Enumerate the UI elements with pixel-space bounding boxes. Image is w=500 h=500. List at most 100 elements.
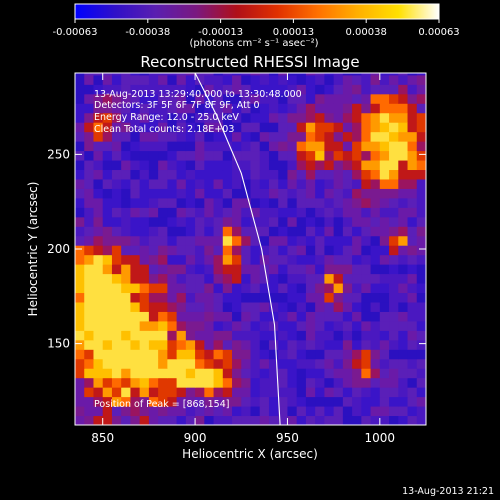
heatmap-cell (259, 226, 270, 237)
heatmap-cell (241, 160, 251, 171)
heatmap-cell (361, 169, 372, 180)
heatmap-cell (361, 197, 372, 208)
heatmap-cell (287, 387, 298, 398)
heatmap-cell (361, 311, 372, 322)
heatmap-cell (93, 226, 104, 237)
heatmap-cell (148, 283, 159, 294)
heatmap-cell (389, 406, 399, 417)
heatmap-cell (139, 349, 150, 360)
heatmap-cell (185, 103, 196, 114)
heatmap-cell (176, 387, 187, 398)
heatmap-cell (278, 283, 288, 294)
heatmap-cell (213, 73, 224, 76)
heatmap-cell (398, 292, 409, 303)
heatmap-cell (139, 197, 150, 208)
heatmap-cell (305, 396, 316, 407)
heatmap-cell (259, 235, 270, 246)
heatmap-cell (111, 93, 122, 104)
heatmap-cell (148, 235, 159, 246)
heatmap-cell (102, 387, 113, 398)
heatmap-cell (342, 150, 353, 161)
heatmap-cell (185, 160, 196, 171)
heatmap-cell (232, 93, 242, 104)
heatmap-cell (111, 283, 122, 294)
heatmap-cell (398, 311, 409, 322)
heatmap-cell (111, 150, 122, 161)
heatmap-cell (167, 301, 178, 312)
heatmap-cell (93, 178, 104, 189)
heatmap-cell (315, 358, 325, 369)
heatmap-cell (287, 216, 298, 227)
heatmap-cell (333, 122, 344, 133)
heatmap-cell (241, 131, 251, 142)
heatmap-cell (139, 292, 150, 303)
heatmap-cell (121, 358, 131, 369)
heatmap-cell (75, 377, 85, 388)
heatmap-cell (241, 254, 251, 265)
heatmap-cell (167, 169, 178, 180)
colorbar-tick-label: -0.00063 (53, 27, 98, 38)
heatmap-cell (268, 178, 279, 189)
heatmap-cell (379, 141, 390, 152)
heatmap-cell (241, 178, 251, 189)
heatmap-cell (278, 254, 288, 265)
heatmap-cell (176, 207, 187, 218)
heatmap-cell (259, 396, 270, 407)
heatmap-cell (102, 349, 113, 360)
heatmap-cell (389, 235, 399, 246)
heatmap-cell (315, 245, 325, 256)
heatmap-cell (250, 122, 261, 133)
heatmap-cell (195, 141, 205, 152)
heatmap-cell (416, 245, 426, 256)
heatmap-cell (315, 188, 325, 199)
heatmap-cell (361, 84, 372, 95)
heatmap-cell (389, 396, 399, 407)
heatmap-cell (213, 283, 224, 294)
heatmap-cell (268, 160, 279, 171)
heatmap-cell (287, 264, 298, 275)
heatmap-cell (195, 406, 205, 417)
heatmap-cell (176, 188, 187, 199)
heatmap-cell (333, 245, 344, 256)
heatmap-cell (139, 358, 150, 369)
heatmap-cell (158, 292, 168, 303)
heatmap-cell (407, 197, 418, 208)
heatmap-cell (352, 264, 362, 275)
heatmap-cell (296, 93, 307, 104)
heatmap-cell (102, 320, 113, 331)
heatmap-cell (333, 349, 344, 360)
heatmap-cell (259, 254, 270, 265)
heatmap-cell (315, 93, 325, 104)
heatmap-cell (204, 103, 215, 114)
heatmap-cell (185, 254, 196, 265)
heatmap-cell (185, 273, 196, 284)
heatmap-cell (222, 415, 233, 425)
heatmap-cell (370, 169, 381, 180)
heatmap-cell (232, 358, 242, 369)
heatmap-cell (259, 197, 270, 208)
heatmap-cell (296, 283, 307, 294)
heatmap-cell (398, 245, 409, 256)
heatmap-cell (268, 188, 279, 199)
heatmap-cell (232, 112, 242, 123)
heatmap-cell (305, 235, 316, 246)
heatmap-cell (305, 188, 316, 199)
heatmap-cell (342, 339, 353, 350)
heatmap-cell (352, 283, 362, 294)
heatmap-cell (342, 292, 353, 303)
heatmap-cell (158, 226, 168, 237)
heatmap-cell (222, 197, 233, 208)
heatmap-cell (250, 358, 261, 369)
heatmap-cell (342, 264, 353, 275)
heatmap-cell (324, 131, 335, 142)
heatmap-cell (111, 396, 122, 407)
heatmap-cell (176, 178, 187, 189)
heatmap-cell (158, 387, 168, 398)
heatmap-cell (259, 74, 270, 85)
heatmap-cell (102, 84, 113, 95)
heatmap-cell (305, 301, 316, 312)
heatmap-cell (370, 197, 381, 208)
heatmap-cell (158, 216, 168, 227)
heatmap-cell (195, 387, 205, 398)
heatmap-cell (111, 273, 122, 284)
